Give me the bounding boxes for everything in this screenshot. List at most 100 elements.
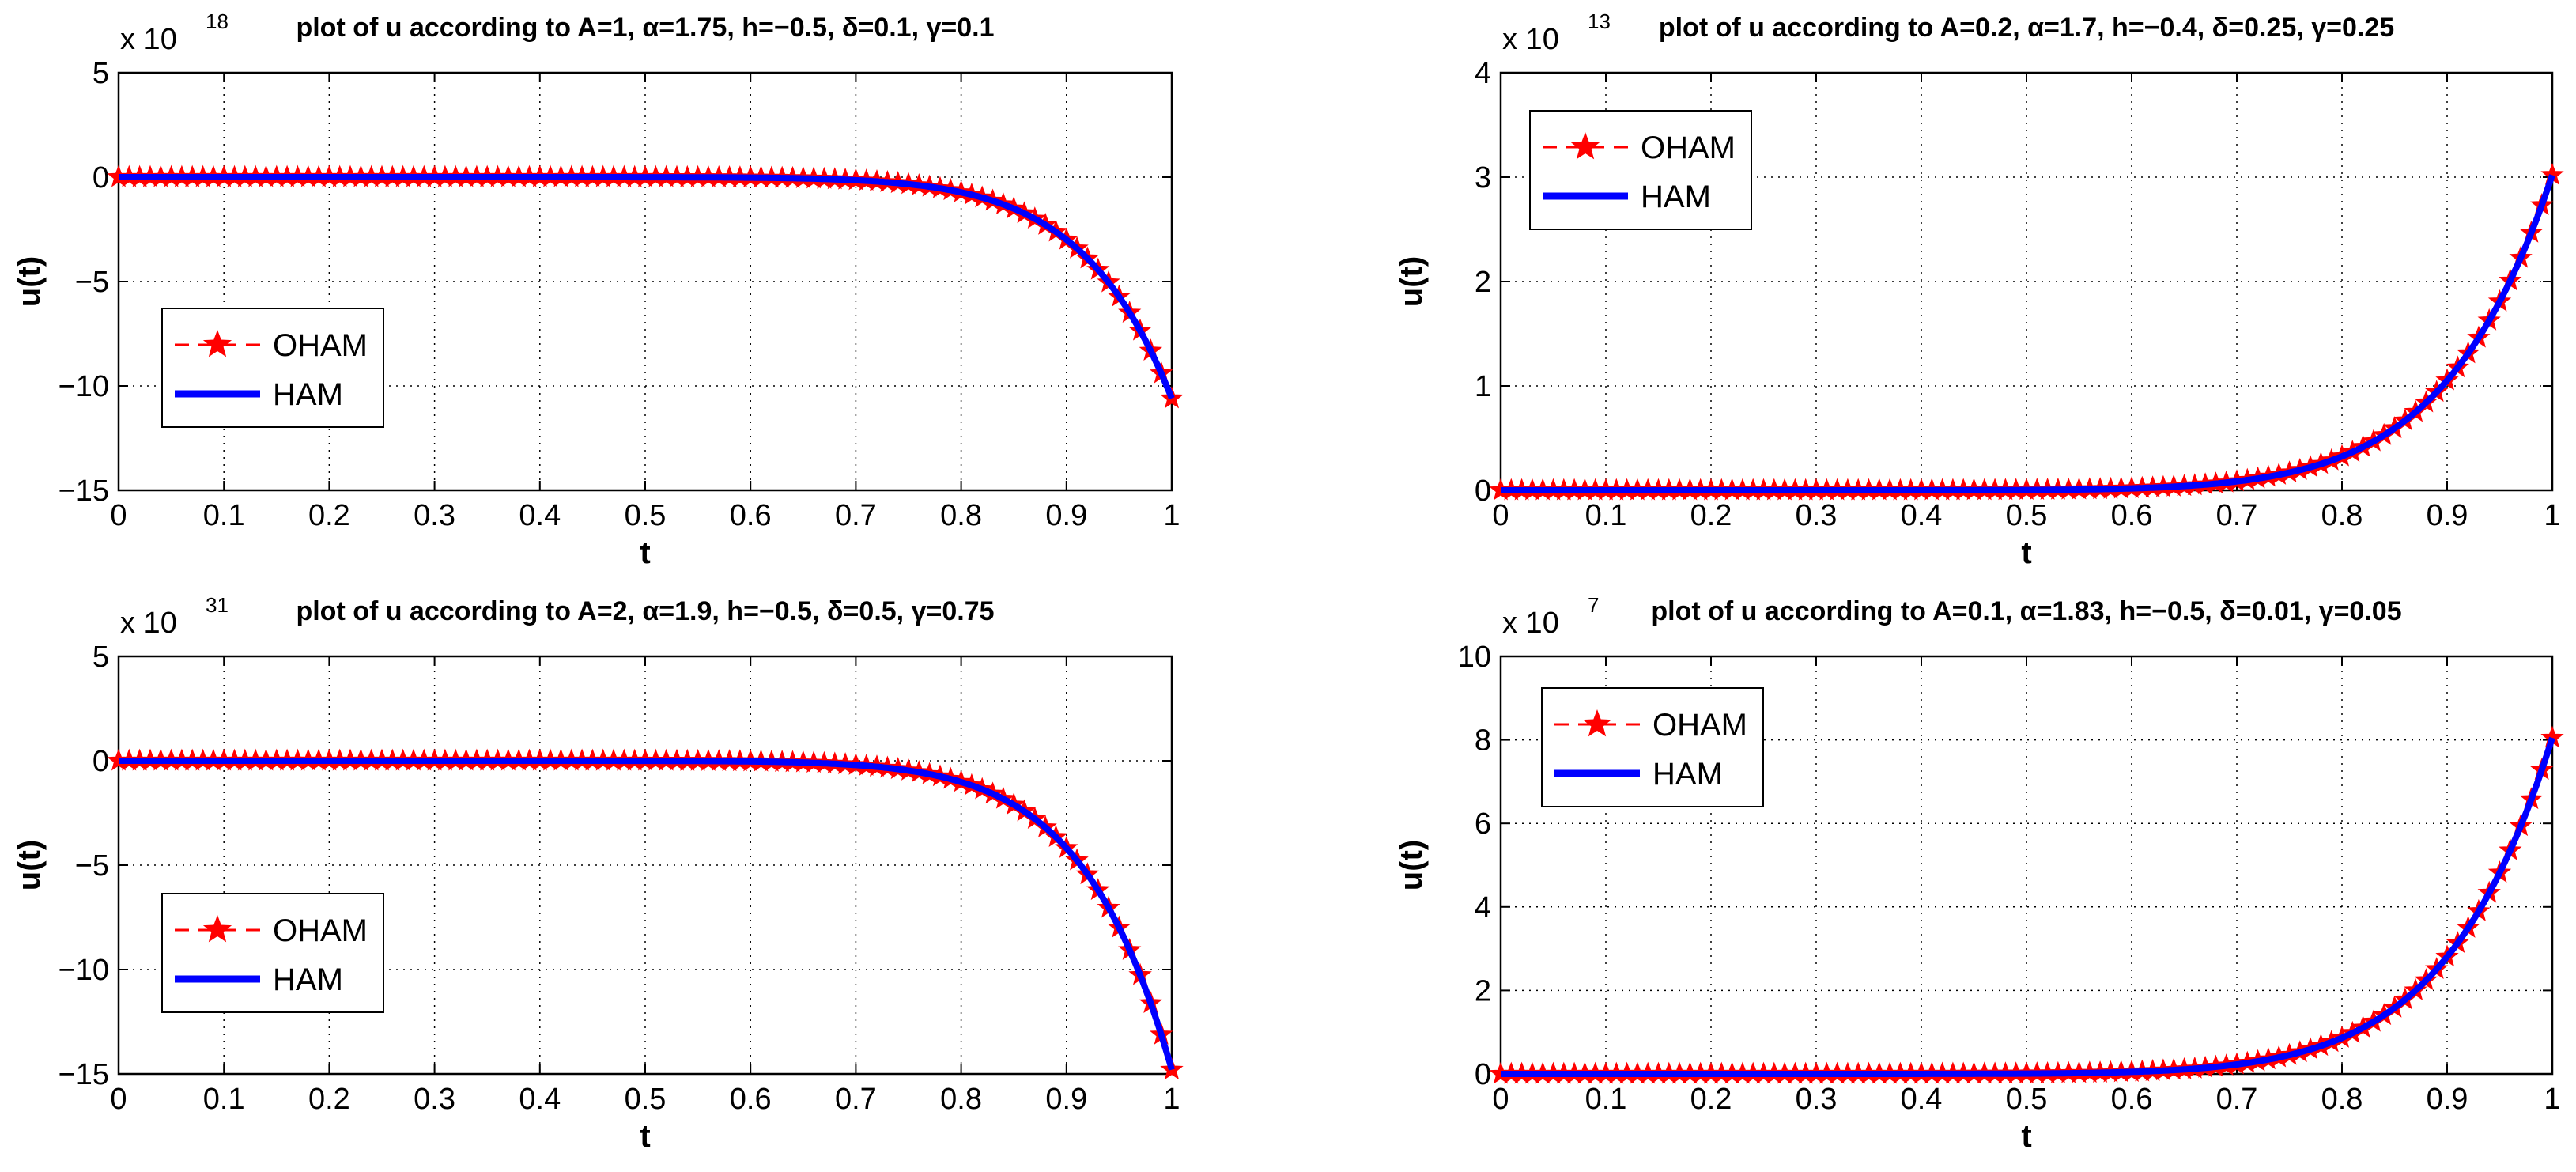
chart-title: plot of u according to A=1, α=1.75, h=−0… — [296, 13, 994, 43]
y-tick-label: −15 — [59, 474, 109, 508]
x-axis-label: t — [640, 535, 650, 570]
axis-multiplier: x 10 — [120, 607, 177, 640]
x-tick-label: 0 — [1492, 1083, 1509, 1116]
chart-title: plot of u according to A=0.1, α=1.83, h=… — [1651, 596, 2401, 626]
y-tick-label: −5 — [75, 849, 109, 883]
x-tick-label: 0.3 — [1796, 499, 1838, 532]
subplot-2: 0 0.1 0.2 0.3 0.4 0.5 0.6 0.7 0.8 0.9 1 0 1 2 3 4 plot o… — [1394, 9, 2564, 570]
legend-oham-label: OHAM — [1652, 708, 1747, 743]
subplot-4: 0 0.1 0.2 0.3 0.4 0.5 0.6 0.7 0.8 0.9 10246810plot… — [1394, 593, 2564, 1154]
chart-title: plot of u according to A=2, α=1.9, h=−0.… — [296, 596, 994, 626]
legend-ham-label: HAM — [273, 377, 343, 412]
chart-title: plot of u according to A=0.2, α=1.7, h=−… — [1659, 13, 2394, 43]
legend-oham-star — [202, 330, 232, 357]
x-tick-label: 0 — [110, 1083, 127, 1116]
y-tick-label: 4 — [1475, 891, 1491, 924]
x-tick-label: 0.7 — [835, 499, 877, 532]
x-tick-label: 0.4 — [1901, 499, 1943, 532]
y-axis-label: u(t) — [12, 840, 47, 890]
x-tick-label: 0.8 — [2321, 499, 2363, 532]
legend-ham-label: HAM — [1641, 180, 1711, 214]
x-tick-label: 0.8 — [940, 1083, 982, 1116]
axis-multiplier: x 10 — [1502, 23, 1559, 56]
x-tick-label: 0.1 — [203, 1083, 245, 1116]
y-tick-label: 0 — [93, 161, 109, 195]
x-tick-label: 0.6 — [730, 499, 772, 532]
legend-oham-label: OHAM — [1641, 130, 1736, 165]
x-tick-label: 0.3 — [414, 499, 455, 532]
axes-box — [117, 71, 1173, 492]
legend-box — [1529, 110, 1752, 230]
y-tick-label: 6 — [1475, 807, 1491, 841]
x-tick-label: 0.9 — [2427, 1083, 2468, 1116]
x-tick-label: 0.5 — [2006, 1083, 2048, 1116]
x-tick-label: 0.6 — [2111, 1083, 2153, 1116]
axis-multiplier-exponent: 18 — [206, 9, 229, 33]
x-tick-label: 0.9 — [1045, 499, 1087, 532]
x-tick-label: 0.2 — [308, 1083, 350, 1116]
x-tick-label: 0.9 — [2427, 499, 2468, 532]
subplot-3: 0 0.1 0.2 0.3 0.4 0.5 0.6 0.7 0.8 0.9 1 −15 −10 −5 0 5 p… — [12, 593, 1184, 1154]
y-axis-label: u(t) — [1394, 840, 1429, 890]
x-axis-label: t — [2021, 1119, 2031, 1154]
y-tick-label: 2 — [1475, 266, 1491, 299]
x-tick-label: 0.8 — [2321, 1083, 2363, 1116]
x-tick-label: 0.1 — [1585, 1083, 1627, 1116]
x-tick-label: 0.4 — [519, 499, 561, 532]
y-tick-label: −15 — [59, 1058, 109, 1091]
y-tick-label: 5 — [93, 57, 109, 90]
x-tick-label: 0 — [1492, 499, 1509, 532]
series-ham-line — [118, 758, 1175, 1071]
y-tick-label: 1 — [1475, 370, 1491, 403]
x-tick-label: 0.5 — [625, 1083, 667, 1116]
x-tick-label: 0 — [110, 499, 127, 532]
x-tick-label: 0.7 — [2216, 499, 2258, 532]
legend-oham-label: OHAM — [273, 328, 368, 363]
y-axis-label: u(t) — [12, 256, 47, 307]
y-tick-label: 5 — [93, 641, 109, 674]
x-tick-label: 0.2 — [308, 499, 350, 532]
axis-multiplier-exponent: 13 — [1588, 9, 1611, 33]
legend-oham-star — [1582, 709, 1612, 737]
legend-ham-label: HAM — [1652, 757, 1723, 792]
x-tick-label: 1 — [2544, 1083, 2560, 1116]
series-ham-line — [1500, 736, 2555, 1077]
x-tick-label: 0.8 — [940, 499, 982, 532]
y-tick-label: 8 — [1475, 724, 1491, 758]
x-tick-label: 0.7 — [835, 1083, 877, 1116]
x-tick-label: 0.1 — [203, 499, 245, 532]
x-tick-label: 0.9 — [1045, 1083, 1087, 1116]
x-tick-label: 0.3 — [1796, 1083, 1838, 1116]
x-tick-label: 0.6 — [2111, 499, 2153, 532]
x-tick-label: 0.4 — [519, 1083, 561, 1116]
x-tick-label: 1 — [2544, 499, 2560, 532]
x-tick-label: 1 — [1163, 499, 1180, 532]
y-tick-label: −10 — [59, 370, 109, 403]
y-tick-label: 3 — [1475, 161, 1491, 195]
x-axis-label: t — [2021, 535, 2031, 570]
y-tick-label: 10 — [1458, 641, 1491, 674]
axis-multiplier: x 10 — [1502, 607, 1559, 640]
legend-oham-star — [202, 915, 232, 943]
subplot-1: 0 0.1 0.2 0.3 0.4 0.5 0.6 0.7 0.8 0.9 1 −15 −10 −5 0 5 p… — [12, 9, 1184, 570]
x-tick-label: 0.2 — [1690, 1083, 1732, 1116]
x-tick-label: 0.2 — [1690, 499, 1732, 532]
y-tick-label: 4 — [1475, 57, 1491, 90]
y-tick-label: −5 — [75, 266, 109, 299]
x-tick-label: 0.4 — [1901, 1083, 1943, 1116]
y-tick-label: 2 — [1475, 974, 1491, 1008]
x-tick-label: 0.3 — [414, 1083, 455, 1116]
y-axis-label: u(t) — [1394, 256, 1429, 307]
x-tick-label: 0.7 — [2216, 1083, 2258, 1116]
series-ham-line — [1500, 174, 2555, 493]
x-tick-label: 0.5 — [625, 499, 667, 532]
series-ham-line — [118, 174, 1175, 400]
x-tick-label: 1 — [1163, 1083, 1180, 1116]
x-tick-label: 0.1 — [1585, 499, 1627, 532]
legend-box — [161, 893, 384, 1013]
x-axis-label: t — [640, 1119, 650, 1154]
axes-box — [117, 655, 1173, 1076]
axis-multiplier-exponent: 31 — [206, 593, 229, 617]
axis-multiplier-exponent: 7 — [1588, 593, 1599, 617]
axis-multiplier: x 10 — [120, 23, 177, 56]
